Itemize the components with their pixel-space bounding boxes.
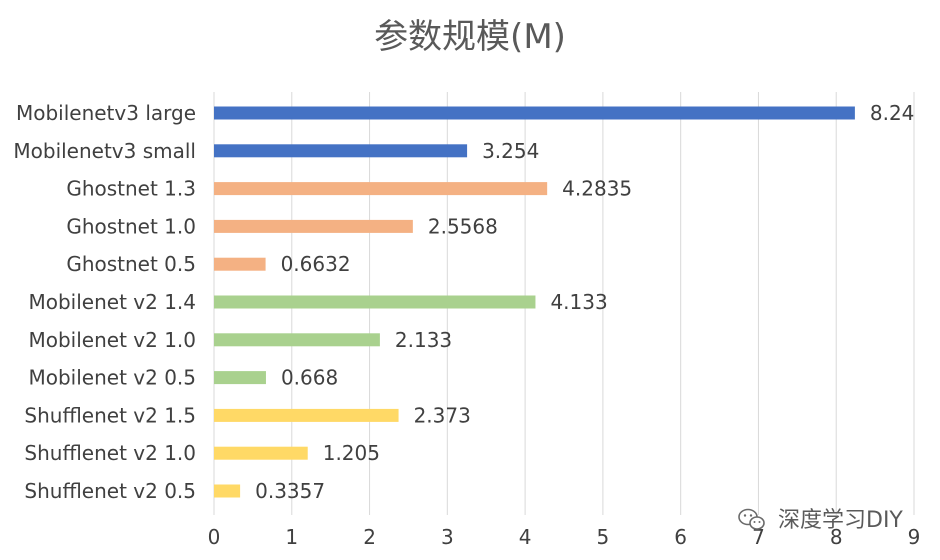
bar (214, 371, 266, 385)
x-tick-label: 9 (908, 525, 921, 549)
x-tick-label: 5 (597, 525, 610, 549)
data-label: 4.133 (550, 290, 607, 314)
category-label: Mobilenet v2 1.4 (28, 290, 196, 314)
x-tick-label: 1 (285, 525, 298, 549)
category-labels: Mobilenetv3 large Mobilenetv3 small Ghostn… (13, 101, 196, 503)
data-label: 8.24 (870, 101, 915, 125)
x-tick-label: 2 (363, 525, 376, 549)
wechat-icon (738, 508, 765, 530)
x-tick-label: 0 (208, 525, 221, 549)
x-tick-label: 4 (519, 525, 532, 549)
chart-title: 参数规模(M) (374, 17, 566, 57)
bar (214, 182, 548, 196)
bar (214, 295, 536, 309)
x-tick-label: 8 (830, 525, 843, 549)
data-label: 4.2835 (562, 177, 632, 201)
data-label: 2.5568 (428, 214, 498, 238)
x-axis-ticks: 0 1 2 3 4 5 6 7 8 9 (208, 525, 921, 549)
data-label: 0.668 (281, 366, 338, 390)
data-label: 1.205 (323, 441, 380, 465)
x-tick-label: 6 (674, 525, 687, 549)
bar (214, 144, 468, 158)
x-tick-label: 7 (752, 525, 765, 549)
value-labels: 8.24 3.254 4.2835 2.5568 0.6632 4.133 2.133 0.6… (255, 101, 914, 503)
category-label: Mobilenet v2 1.0 (28, 328, 196, 352)
category-label: Shufflenet v2 0.5 (24, 479, 196, 503)
bar (214, 446, 308, 460)
data-label: 0.3357 (255, 479, 325, 503)
watermark-text: 深度学习DIY (778, 508, 903, 533)
bar (214, 219, 413, 233)
category-label: Shufflenet v2 1.0 (24, 441, 196, 465)
data-label: 3.254 (482, 139, 539, 163)
category-label: Ghostnet 1.0 (66, 214, 196, 238)
data-label: 0.6632 (281, 252, 351, 276)
bars (214, 106, 855, 498)
bar (214, 484, 241, 498)
bar (214, 408, 399, 422)
category-label: Ghostnet 0.5 (66, 252, 196, 276)
bar (214, 257, 266, 271)
category-label: Shufflenet v2 1.5 (24, 403, 196, 427)
category-label: Mobilenet v2 0.5 (28, 366, 196, 390)
bar (214, 333, 380, 347)
data-label: 2.373 (414, 403, 471, 427)
category-label: Mobilenetv3 large (16, 101, 196, 125)
data-label: 2.133 (395, 328, 452, 352)
category-label: Ghostnet 1.3 (66, 177, 196, 201)
x-tick-label: 3 (441, 525, 454, 549)
watermark: 深度学习DIY (738, 508, 903, 533)
category-label: Mobilenetv3 small (13, 139, 196, 163)
bar (214, 106, 855, 120)
